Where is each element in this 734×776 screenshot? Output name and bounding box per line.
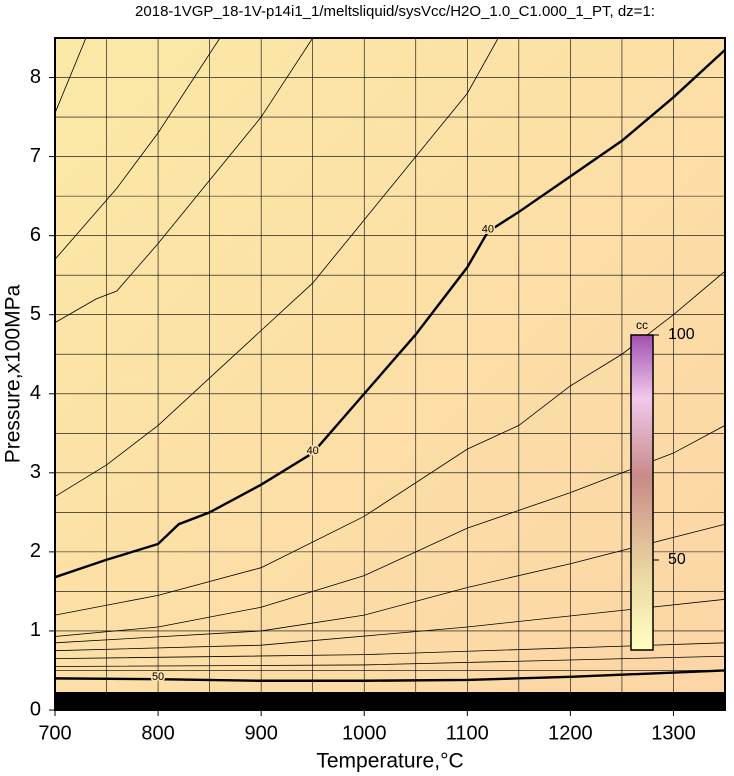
y-tick-label: 1 [30,619,41,641]
contour-line [55,642,725,660]
contour-line [55,38,221,260]
contour-line [55,655,725,667]
contour-label: 40 [307,445,319,457]
contour-line [55,38,87,114]
x-tick-label: 1300 [651,722,696,744]
x-tick-label: 1000 [342,722,387,744]
y-tick-label: 3 [30,461,41,483]
colorbar-label: cc [636,318,648,332]
colorbar-tick-label: 50 [668,551,686,568]
colorbar-tick-label: 100 [668,326,695,343]
x-tick-label: 900 [244,722,277,744]
x-tick-label: 700 [38,722,71,744]
contour-line [55,48,725,579]
chart-title: 2018-1VGP_18-1V-p14i1_1/meltsliquid/sysV… [135,3,655,20]
contour-line [55,598,725,652]
y-tick-label: 0 [30,698,41,720]
contour-label: 40 [482,224,494,236]
plot-background [55,38,725,710]
y-tick-label: 2 [30,540,41,562]
x-axis-label: Temperature,°C [316,750,463,773]
contour-line [55,38,314,323]
y-tick-label: 4 [30,382,41,404]
y-tick-label: 6 [30,224,41,246]
dense-contour-band [55,692,725,710]
contour-line [55,523,725,644]
y-tick-label: 7 [30,145,41,167]
contour-label: 50 [152,671,164,683]
grid [55,38,725,710]
colorbar [630,334,654,651]
contour-line [55,38,499,497]
plot-frame [54,37,726,711]
x-tick-label: 1200 [548,722,593,744]
y-tick-label: 5 [30,303,41,325]
contour-line [55,669,725,682]
y-tick-label: 8 [30,66,41,88]
contour-label: 50 [152,671,164,683]
x-tick-label: 800 [141,722,174,744]
x-tick-label: 1100 [446,722,489,744]
contour-line [55,425,725,637]
y-axis-label: Pressure,x100MPa [2,284,25,463]
